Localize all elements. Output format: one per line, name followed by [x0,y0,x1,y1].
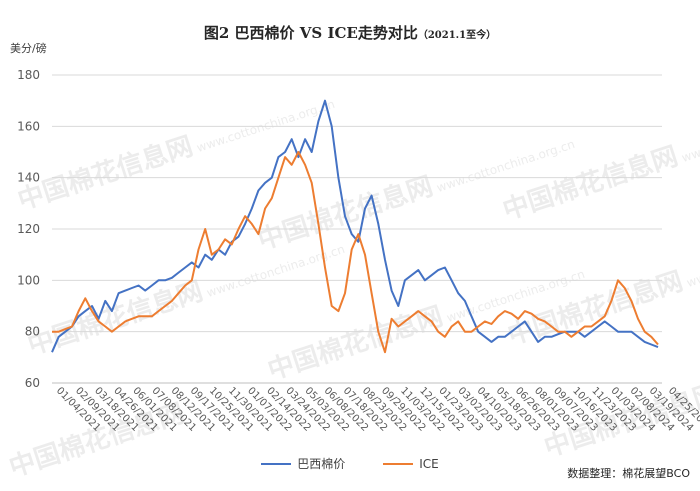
chart-title-main: 图2 巴西棉价 VS ICE走势对比 [203,24,418,42]
legend-swatch-ice [383,462,414,465]
legend-item-ice: ICE [383,455,439,472]
legend: 巴西棉价 ICE [0,455,700,472]
y-tick-label: 180 [17,68,40,82]
series-line-ice [52,151,659,354]
y-tick-label: 160 [17,119,40,133]
legend-label-ice: ICE [419,456,439,471]
source-note: 数据整理：棉花展望BCO [567,467,690,480]
series-line-brazil [51,99,659,353]
chart-title: 图2 巴西棉价 VS ICE走势对比（2021.1至今） [0,22,700,43]
y-tick-label: 80 [25,325,40,339]
y-axis-unit-label: 美分/磅 [10,42,47,55]
legend-item-brazil: 巴西棉价 [261,455,345,472]
chart-title-suffix: （2021.1至今） [417,30,497,41]
y-tick-label: 60 [25,376,40,390]
legend-label-brazil: 巴西棉价 [297,457,346,471]
y-tick-label: 100 [17,273,40,287]
y-tick-label: 120 [17,222,40,236]
y-tick-label: 140 [17,171,40,185]
legend-swatch-brazil [261,462,292,465]
